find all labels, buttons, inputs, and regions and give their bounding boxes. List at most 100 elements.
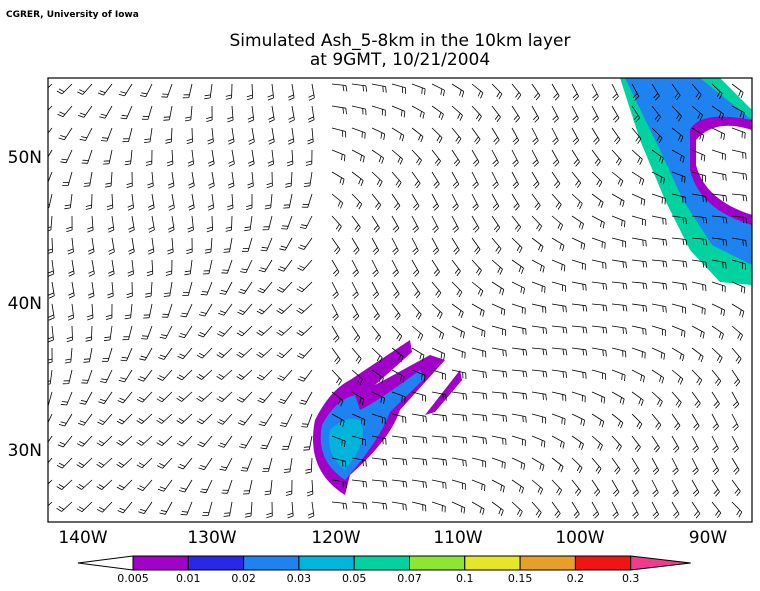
wind-barb [751, 106, 752, 107]
wind-barb [631, 193, 646, 206]
wind-barb [411, 347, 425, 362]
wind-barb [571, 413, 585, 427]
wind-barb [731, 149, 747, 160]
wind-barb [48, 237, 53, 254]
wind-barb [551, 149, 560, 167]
wind-barb [571, 479, 582, 497]
wind-barb [351, 369, 363, 385]
wind-barb [411, 171, 421, 189]
wind-barb [236, 347, 253, 358]
wind-barb [305, 457, 313, 474]
wind-barb [631, 391, 644, 406]
wind-barb [158, 347, 173, 360]
wind-barb [591, 281, 608, 290]
wind-barb [156, 435, 173, 447]
wind-barb [307, 127, 314, 145]
wind-barb [672, 524, 680, 540]
wind-barb [85, 325, 93, 342]
wind-barb [167, 171, 175, 189]
wind-barb [591, 83, 599, 101]
wind-barb [351, 215, 361, 233]
wind-barb [391, 281, 400, 299]
wind-barb [491, 105, 501, 123]
wind-barb [108, 259, 115, 277]
wind-barb [711, 237, 728, 246]
wind-barb [48, 127, 53, 134]
wind-barb [491, 501, 504, 517]
wind-barb [163, 105, 173, 121]
wind-barb [266, 171, 273, 189]
wind-barb [351, 479, 368, 488]
wind-barb [285, 171, 293, 188]
wind-barb [651, 83, 660, 101]
wind-barb [611, 83, 619, 101]
wind-barb [671, 259, 688, 268]
wind-barb [751, 150, 752, 151]
wind-barb [196, 413, 213, 425]
wind-barb [223, 237, 233, 253]
wind-barb [731, 171, 748, 180]
wind-barb [331, 259, 340, 277]
wind-barb [76, 457, 93, 469]
wind-barb [651, 501, 659, 519]
wind-barb [531, 281, 546, 293]
wind-barb [411, 413, 427, 423]
wind-barb [471, 501, 485, 515]
wind-barb [671, 435, 680, 453]
wind-barb [671, 347, 685, 362]
wind-barb [236, 369, 253, 380]
wind-barb [571, 105, 579, 123]
wind-barb [219, 281, 233, 295]
wind-barb [48, 105, 53, 111]
wind-barb [76, 501, 93, 513]
wind-barb [391, 501, 407, 511]
wind-barb [48, 171, 53, 184]
wind-barb [511, 303, 526, 315]
wind-barb [128, 215, 135, 233]
wind-barb [247, 171, 254, 189]
colorbar-swatch [298, 555, 355, 571]
wind-barb [671, 237, 688, 246]
colorbar-swatch [187, 555, 245, 571]
wind-barb [139, 347, 153, 361]
colorbar-label: 0.01 [176, 572, 201, 585]
wind-barb [711, 347, 723, 364]
longitude-label: 110W [433, 528, 482, 548]
wind-barb [651, 193, 666, 205]
wind-barb [276, 303, 293, 314]
wind-barb [100, 127, 113, 142]
wind-barb [97, 83, 113, 96]
wind-barb [351, 347, 362, 364]
wind-barb [551, 347, 568, 356]
wind-barb [431, 281, 442, 298]
wind-barb [206, 105, 213, 122]
wind-barb [48, 457, 53, 464]
wind-barb [491, 281, 505, 296]
wind-barb [531, 347, 548, 356]
wind-barb [238, 281, 253, 294]
wind-barb [531, 259, 545, 273]
wind-barb [511, 501, 523, 517]
latitude-label: 50N [8, 148, 42, 168]
wind-barb [471, 149, 480, 167]
wind-barb [264, 193, 273, 210]
wind-barb [138, 501, 153, 514]
wind-barb [143, 127, 153, 143]
wind-barb [96, 501, 113, 513]
wind-barb [116, 435, 133, 446]
wind-barb [219, 457, 233, 471]
wind-barb [471, 369, 487, 379]
wind-barb [571, 347, 588, 356]
wind-barb [48, 83, 53, 89]
wind-barb [751, 392, 752, 393]
wind-barb [451, 457, 467, 467]
wind-barb [391, 303, 401, 321]
wind-barb [216, 369, 233, 380]
wind-barb [62, 369, 73, 385]
wind-barb [651, 237, 668, 246]
wind-barb [96, 435, 113, 447]
wind-barb [331, 303, 339, 321]
wind-barb [276, 347, 293, 359]
wind-barb [451, 501, 466, 514]
wind-barb [303, 435, 313, 451]
